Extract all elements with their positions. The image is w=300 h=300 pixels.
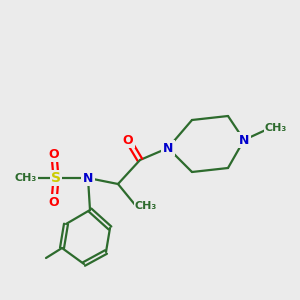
Text: N: N (83, 172, 93, 184)
Text: N: N (239, 134, 249, 146)
Text: CH₃: CH₃ (135, 201, 157, 211)
Text: N: N (163, 142, 173, 154)
Text: O: O (49, 196, 59, 208)
Text: S: S (51, 171, 61, 185)
Text: O: O (49, 148, 59, 160)
Text: O: O (123, 134, 133, 146)
Text: CH₃: CH₃ (15, 173, 37, 183)
Text: CH₃: CH₃ (265, 123, 287, 133)
